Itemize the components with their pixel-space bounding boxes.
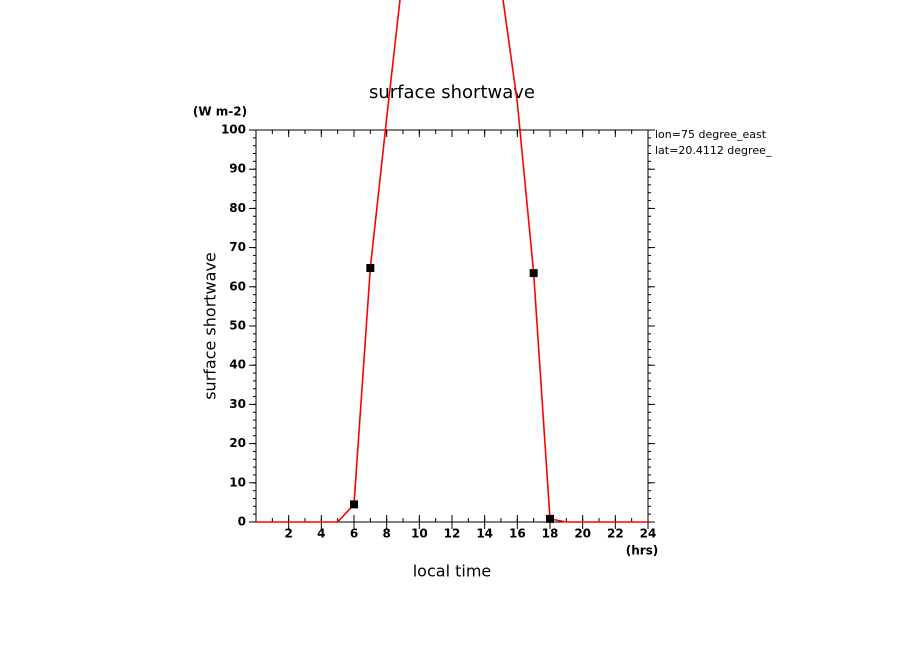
point-marker [546, 514, 554, 523]
y-unit: (W m-2) [193, 105, 247, 119]
y-tick-label: 60 [229, 279, 246, 293]
y-tick-label: 100 [221, 123, 246, 137]
y-tick-label: 80 [229, 201, 246, 215]
point-marker [529, 269, 538, 278]
x-tick-label: 4 [317, 527, 325, 541]
x-tick-label: 8 [382, 527, 390, 541]
annotation: lat=20.4112 degree_ [655, 144, 772, 157]
y-tick-label: 30 [229, 397, 246, 411]
y-tick-label: 20 [229, 436, 246, 450]
x-tick-label: 18 [542, 527, 559, 541]
x-tick-label: 6 [350, 527, 358, 541]
y-tick-label: 90 [229, 162, 246, 176]
x-tick-label: 16 [509, 527, 526, 541]
x-tick-label: 22 [607, 527, 624, 541]
x-unit: (hrs) [626, 544, 659, 558]
point-marker [350, 500, 358, 509]
y-tick-label: 10 [229, 475, 246, 489]
x-tick-label: 24 [640, 527, 657, 541]
x-tick-label: 14 [476, 527, 493, 541]
y-tick-label: 0 [238, 515, 246, 529]
y-tick-label: 40 [229, 358, 246, 372]
plot-frame [255, 129, 649, 523]
x-tick-label: 12 [444, 527, 461, 541]
x-axis-label: local time [413, 562, 492, 581]
y-axis-label: surface shortwave [201, 252, 220, 400]
x-tick-label: 2 [284, 527, 292, 541]
chart-title: surface shortwave [369, 82, 535, 103]
point-marker [366, 263, 375, 272]
y-tick-label: 70 [229, 240, 246, 254]
x-tick-label: 10 [411, 527, 428, 541]
y-tick-label: 50 [229, 319, 246, 333]
x-tick-label: 20 [574, 527, 591, 541]
annotation: lon=75 degree_east [655, 128, 767, 141]
data-line [256, 0, 648, 523]
